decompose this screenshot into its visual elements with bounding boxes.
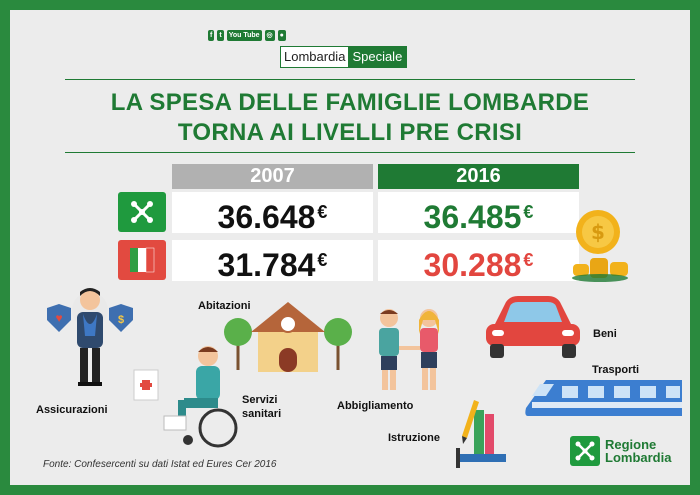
lombardia-2007-value: 36.648 € xyxy=(172,192,373,235)
label-sanitari: sanitari xyxy=(242,408,282,420)
house-illustration xyxy=(224,302,352,372)
logo-left-text: Lombardia xyxy=(281,47,349,67)
lombardy-flag-icon xyxy=(118,192,166,232)
insurance-agent-illustration: ♥ $ xyxy=(47,288,133,386)
brand-line-2: Lombardia xyxy=(605,450,672,465)
svg-text:♥: ♥ xyxy=(55,311,62,325)
year-header-2007: 2007 xyxy=(172,164,373,189)
value-text: 36.648 xyxy=(217,199,316,235)
clothing-couple-illustration xyxy=(379,309,439,390)
label-beni: Beni xyxy=(593,328,617,340)
lombardia-2016-value: 36.485 € xyxy=(378,192,579,235)
regione-lombardia-logo: Regione Lombardia xyxy=(570,436,671,466)
value-text: 30.288 xyxy=(423,247,522,283)
youtube-icon[interactable]: You Tube xyxy=(226,30,262,41)
wheelchair-patient-illustration xyxy=(133,346,238,448)
label-assicurazioni: Assicurazioni xyxy=(36,404,108,416)
rosa-camuna-logo-icon xyxy=(570,436,600,466)
label-istruzione: Istruzione xyxy=(388,432,440,444)
svg-text:$: $ xyxy=(118,314,124,326)
italy-flag-stripes xyxy=(130,247,155,273)
label-abitazioni: Abitazioni xyxy=(198,300,251,312)
label-abbigliamento: Abbigliamento xyxy=(337,400,414,412)
label-trasporti: Trasporti xyxy=(592,364,640,376)
year-header-2016: 2016 xyxy=(378,164,579,189)
books-pencil-illustration xyxy=(456,400,506,468)
coins-icon: $ xyxy=(572,210,628,282)
logo-right-text: Speciale xyxy=(348,47,407,67)
facebook-icon[interactable]: f xyxy=(208,30,215,41)
label-servizi: Servizi xyxy=(242,394,278,406)
infographic-card: f t You Tube ◎ ● Lombardia Speciale LA S… xyxy=(10,10,690,485)
lombardia-speciale-logo: Lombardia Speciale xyxy=(280,46,408,68)
italy-flag-icon xyxy=(118,240,166,280)
divider-top xyxy=(65,79,635,80)
messenger-icon[interactable]: ● xyxy=(277,30,286,41)
svg-text:$: $ xyxy=(591,220,605,244)
social-icons: f t You Tube ◎ ● xyxy=(208,30,286,41)
car-illustration xyxy=(486,296,580,358)
source-note: Fonte: Confesercenti su dati Istat ed Eu… xyxy=(43,459,277,470)
instagram-icon[interactable]: ◎ xyxy=(264,30,275,41)
currency-symbol: € xyxy=(523,202,534,222)
title-line-1: LA SPESA DELLE FAMIGLIE LOMBARDE xyxy=(110,89,590,116)
divider-bottom xyxy=(65,152,635,153)
value-text: 31.784 xyxy=(217,247,316,283)
value-text: 36.485 xyxy=(423,199,522,235)
currency-symbol: € xyxy=(523,250,534,270)
regione-lombardia-text: Regione Lombardia xyxy=(605,438,671,464)
italia-2007-value: 31.784 € xyxy=(172,240,373,283)
twitter-icon[interactable]: t xyxy=(217,30,224,41)
rosa-camuna-icon xyxy=(131,201,153,223)
italia-2016-value: 30.288 € xyxy=(378,240,579,283)
currency-symbol: € xyxy=(317,202,328,222)
train-illustration xyxy=(525,380,682,416)
currency-symbol: € xyxy=(317,250,328,270)
title-line-2: TORNA AI LIVELLI PRE CRISI xyxy=(177,119,523,146)
brand-line-1: Regione xyxy=(605,437,657,452)
